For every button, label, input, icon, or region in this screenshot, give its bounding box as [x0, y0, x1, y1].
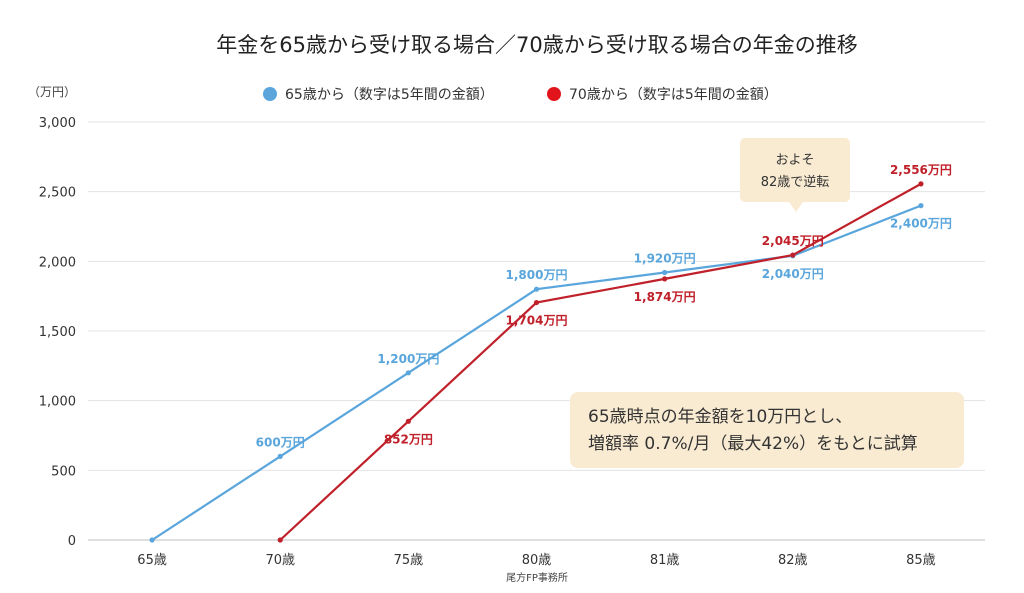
- data-point: [277, 453, 283, 459]
- x-tick-label: 65歳: [137, 553, 167, 568]
- y-tick-label: 500: [51, 464, 76, 479]
- data-point: [918, 181, 924, 187]
- y-tick-label: 0: [68, 534, 76, 549]
- legend: 65歳から（数字は5年間の金額） 70歳から（数字は5年間の金額）: [263, 87, 778, 103]
- data-labels: 600万円 1,200万円 1,800万円 1,920万円 2,040万円 2,400万円…: [256, 163, 952, 450]
- legend-marker-70: [547, 87, 561, 101]
- y-tick-label: 1,500: [39, 325, 76, 340]
- y-tick-labels: 0 500 1,000 1,500 2,000 2,500 3,000: [39, 116, 76, 549]
- legend-label-70: 70歳から（数字は5年間の金額）: [569, 87, 778, 103]
- x-tick-label: 75歳: [394, 553, 424, 568]
- series-points: [149, 181, 924, 543]
- legend-marker-65: [263, 87, 277, 101]
- note-box: 65歳時点の年金額を10万円とし、 増額率 0.7%/月（最大42%）をもとに試…: [570, 392, 964, 468]
- legend-label-65: 65歳から（数字は5年間の金額）: [285, 87, 494, 103]
- x-tick-labels: 65歳 70歳 75歳 80歳 81歳 82歳 85歳: [137, 553, 935, 568]
- x-tick-label: 80歳: [522, 553, 552, 568]
- data-label: 2,556万円: [890, 163, 952, 177]
- data-label: 1,920万円: [634, 251, 696, 265]
- note-line-2: 増額率 0.7%/月（最大42%）をもとに試算: [588, 434, 918, 454]
- x-tick-label: 85歳: [906, 553, 936, 568]
- grid-lines: [88, 121, 985, 541]
- data-point: [918, 203, 924, 209]
- callout-line-2: 82歳で逆転: [761, 174, 830, 190]
- data-point: [277, 537, 283, 543]
- callout: およそ 82歳で逆転: [740, 138, 850, 212]
- y-axis-unit: （万円）: [28, 85, 76, 99]
- data-label: 852万円: [384, 432, 433, 446]
- data-label: 2,045万円: [762, 234, 824, 248]
- y-tick-label: 2,000: [39, 255, 76, 270]
- data-point: [662, 276, 668, 282]
- y-tick-label: 2,500: [39, 186, 76, 201]
- data-point: [533, 286, 540, 292]
- data-label: 600万円: [256, 435, 305, 449]
- data-point: [790, 252, 796, 258]
- series-line-0: [151, 204, 922, 541]
- callout-bubble: [740, 138, 850, 212]
- data-label: 2,400万円: [890, 217, 952, 231]
- y-tick-label: 1,000: [39, 395, 76, 410]
- note-background: [570, 392, 964, 468]
- data-point: [533, 299, 540, 306]
- data-point: [662, 269, 668, 276]
- data-point: [149, 537, 155, 543]
- source-credit: 尾方FP事務所: [506, 571, 568, 584]
- x-tick-label: 81歳: [650, 553, 680, 568]
- data-label: 1,800万円: [506, 268, 568, 282]
- y-tick-label: 3,000: [39, 116, 76, 131]
- data-point: [405, 370, 411, 376]
- callout-line-1: およそ: [775, 153, 814, 168]
- data-label: 1,874万円: [634, 290, 696, 304]
- data-point: [405, 418, 411, 424]
- data-label: 1,704万円: [506, 314, 568, 328]
- data-label: 1,200万円: [377, 352, 439, 366]
- series-line-1: [279, 182, 922, 541]
- chart-title: 年金を65歳から受け取る場合／70歳から受け取る場合の年金の推移: [216, 33, 857, 57]
- note-line-1: 65歳時点の年金額を10万円とし、: [588, 407, 852, 427]
- data-label: 2,040万円: [762, 267, 824, 281]
- x-tick-label: 82歳: [778, 553, 808, 568]
- x-tick-label: 70歳: [265, 553, 295, 568]
